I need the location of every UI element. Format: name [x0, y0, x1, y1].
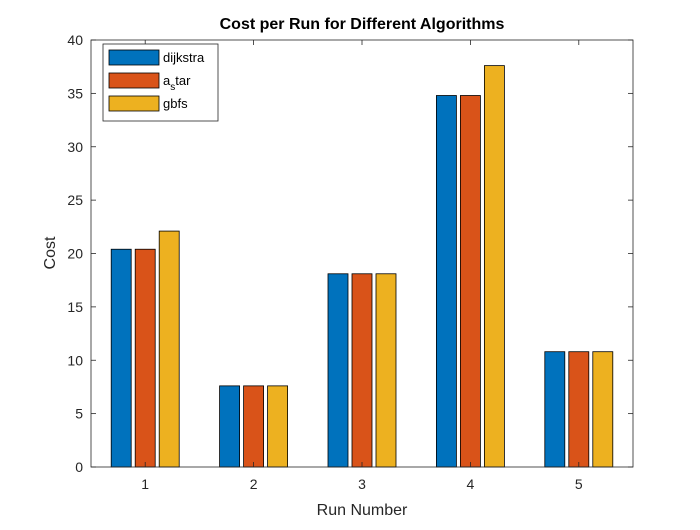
y-tick-label-10: 10: [67, 352, 83, 368]
bar-a_star-run-2: [243, 385, 265, 468]
bar-dijkstra-run-1: [110, 248, 132, 468]
axes-group: 0 5 10 15 20 25 30 35 40 1 2 3 4 5: [67, 32, 634, 492]
x-axis-label: Run Number: [317, 502, 408, 519]
chart-title: Cost per Run for Different Algorithms: [220, 16, 505, 33]
bar-a_star-run-3: [351, 273, 373, 468]
y-tick-label-25: 25: [67, 192, 83, 208]
y-tick-label-20: 20: [67, 246, 83, 262]
y-tick-label-0: 0: [75, 459, 83, 475]
y-tick-label-40: 40: [67, 32, 83, 48]
bar-gbfs-run-3: [375, 273, 397, 468]
x-tick-label-5: 5: [575, 476, 583, 492]
bar-dijkstra-run-3: [327, 273, 349, 468]
bar-gbfs-run-1: [158, 230, 180, 468]
y-tick-label-30: 30: [67, 139, 83, 155]
legend-label-gbfs: gbfs: [163, 96, 188, 111]
bar-dijkstra-run-4: [435, 95, 457, 468]
x-tick-label-3: 3: [358, 476, 366, 492]
bar-a_star-run-1: [134, 248, 156, 468]
y-tick-label-15: 15: [67, 299, 83, 315]
bar-gbfs-run-4: [483, 65, 505, 468]
legend-label-a_star: astar: [163, 73, 191, 93]
x-tick-label-1: 1: [141, 476, 149, 492]
legend-swatch-dijkstra: [108, 49, 160, 66]
x-tick-label-2: 2: [250, 476, 258, 492]
legend-swatch-gbfs: [108, 95, 160, 112]
bar-dijkstra-run-5: [544, 351, 566, 468]
bar-gbfs-run-5: [592, 351, 614, 468]
legend-label-dijkstra: dijkstra: [163, 50, 205, 65]
y-tick-label-5: 5: [75, 406, 83, 422]
x-tick-label-4: 4: [467, 476, 475, 492]
y-tick-label-35: 35: [67, 85, 83, 101]
legend-swatch-a_star: [108, 72, 160, 89]
bar-a_star-run-5: [568, 351, 590, 468]
bar-dijkstra-run-2: [219, 385, 241, 468]
bars-group: [110, 65, 614, 468]
bar-gbfs-run-2: [267, 385, 289, 468]
legend: dijkstra astar gbfs: [102, 43, 219, 122]
y-axis-label: Cost: [42, 236, 59, 269]
bar-a_star-run-4: [459, 95, 481, 468]
